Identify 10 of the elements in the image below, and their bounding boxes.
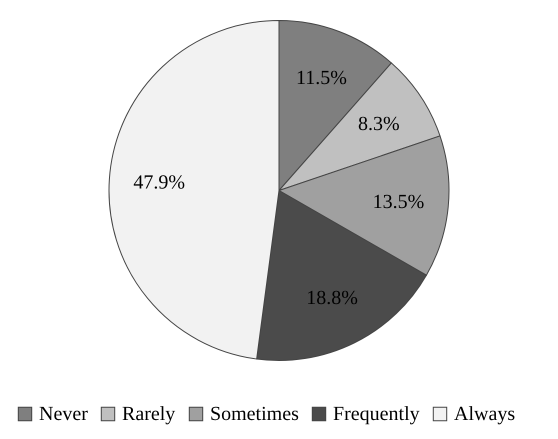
legend-label: Never [39,403,88,425]
data-label: 8.3% [358,112,400,135]
data-label: 11.5% [296,67,347,90]
legend-label: Always [454,403,516,425]
data-label: 13.5% [372,191,424,214]
legend-label: Sometimes [210,403,300,425]
legend-label: Frequently [333,403,420,425]
legend-label: Rarely [122,403,176,425]
data-label: 18.8% [306,287,358,310]
data-label: 47.9% [133,172,186,194]
